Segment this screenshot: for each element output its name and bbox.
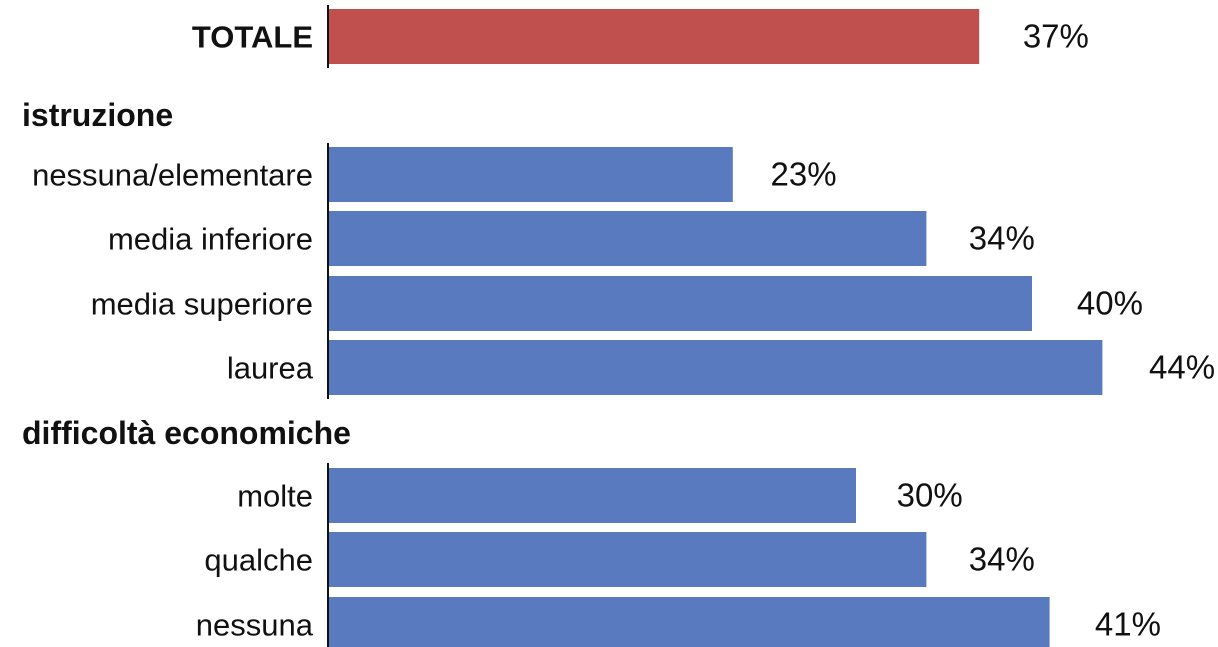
value-label: 23% [771,156,837,193]
section-header: istruzione [22,97,173,133]
value-label: 34% [969,220,1035,257]
category-label: laurea [227,351,314,386]
category-label: TOTALE [192,20,313,55]
bar [328,532,927,587]
bar [328,276,1032,331]
value-label: 41% [1095,606,1161,643]
value-label: 34% [969,541,1035,578]
value-label: 37% [1023,18,1089,55]
category-label: media inferiore [108,222,313,257]
category-label: nessuna [196,608,314,643]
section-header: difficoltà economiche [22,415,351,451]
bar [328,147,733,202]
category-label: media superiore [91,287,313,322]
category-label: molte [237,479,313,514]
category-label: qualche [204,543,313,578]
bar [328,340,1103,395]
value-label: 44% [1149,349,1215,386]
bar [328,468,856,523]
value-label: 30% [897,477,963,514]
category-label: nessuna/elementare [32,158,313,193]
bar [328,9,980,64]
bar [328,597,1050,647]
bar [328,211,927,266]
value-label: 40% [1077,285,1143,322]
